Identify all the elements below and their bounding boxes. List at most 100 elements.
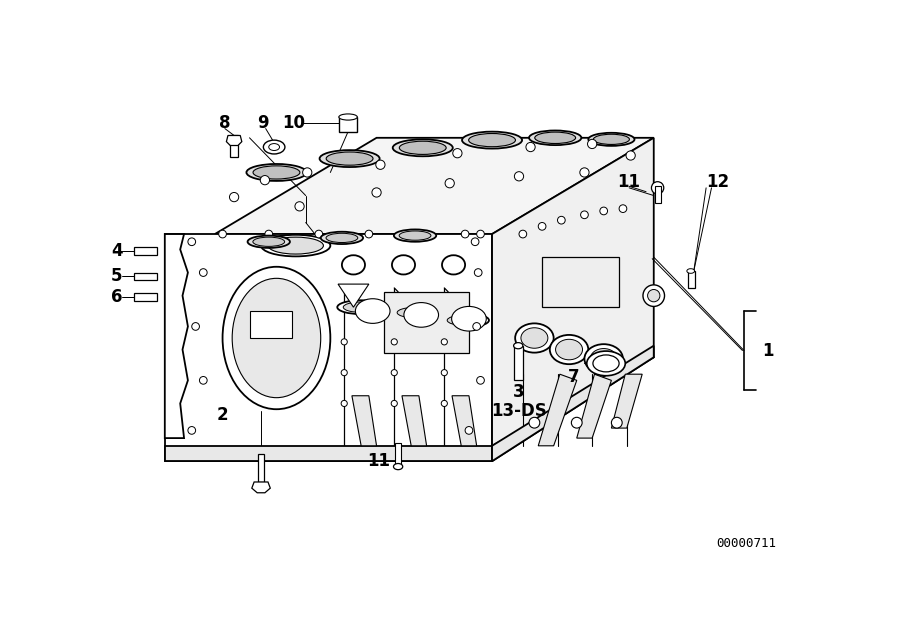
Circle shape <box>461 231 469 238</box>
Ellipse shape <box>555 339 582 360</box>
Circle shape <box>580 211 589 218</box>
Ellipse shape <box>269 144 280 150</box>
Circle shape <box>515 171 524 181</box>
Polygon shape <box>165 446 492 461</box>
Circle shape <box>341 370 347 376</box>
Circle shape <box>392 370 397 376</box>
Ellipse shape <box>253 166 300 179</box>
Polygon shape <box>402 396 427 446</box>
Ellipse shape <box>469 133 516 147</box>
Bar <box>542 257 619 307</box>
Ellipse shape <box>584 344 623 373</box>
Circle shape <box>599 207 608 215</box>
Circle shape <box>392 338 397 345</box>
Bar <box>134 247 158 255</box>
Polygon shape <box>338 284 369 307</box>
Bar <box>249 311 292 338</box>
Circle shape <box>265 231 273 238</box>
Circle shape <box>188 427 195 434</box>
Ellipse shape <box>397 307 433 318</box>
Circle shape <box>230 192 238 202</box>
Ellipse shape <box>442 255 465 274</box>
Ellipse shape <box>343 302 379 312</box>
Ellipse shape <box>529 130 581 145</box>
Ellipse shape <box>550 335 589 364</box>
Ellipse shape <box>589 133 634 146</box>
Circle shape <box>652 182 664 194</box>
Bar <box>514 345 523 380</box>
Polygon shape <box>577 374 611 438</box>
Polygon shape <box>352 396 376 446</box>
Circle shape <box>315 231 323 238</box>
Bar <box>384 292 469 354</box>
Ellipse shape <box>452 307 486 331</box>
Circle shape <box>446 178 454 188</box>
Circle shape <box>295 202 304 211</box>
Ellipse shape <box>535 132 576 144</box>
Circle shape <box>465 427 472 434</box>
Circle shape <box>626 151 635 160</box>
Ellipse shape <box>392 305 439 319</box>
Ellipse shape <box>687 269 695 273</box>
Circle shape <box>648 290 660 302</box>
Ellipse shape <box>400 141 446 154</box>
Text: 10: 10 <box>283 114 306 132</box>
Circle shape <box>619 205 626 213</box>
Text: 6: 6 <box>111 288 122 306</box>
Circle shape <box>200 377 207 384</box>
Polygon shape <box>252 482 270 493</box>
Text: 1: 1 <box>762 342 774 359</box>
Ellipse shape <box>222 267 330 409</box>
Circle shape <box>372 188 382 197</box>
Circle shape <box>415 231 423 238</box>
Bar <box>134 272 158 280</box>
Ellipse shape <box>320 232 363 244</box>
Ellipse shape <box>342 255 365 274</box>
Bar <box>258 453 264 482</box>
Ellipse shape <box>268 237 323 254</box>
Ellipse shape <box>232 278 320 398</box>
Circle shape <box>192 323 200 330</box>
Bar <box>134 293 158 301</box>
Text: 9: 9 <box>256 114 268 132</box>
Bar <box>688 271 696 288</box>
Circle shape <box>538 222 546 231</box>
Circle shape <box>572 417 582 428</box>
Text: 00000711: 00000711 <box>716 537 776 550</box>
Ellipse shape <box>247 164 307 181</box>
Ellipse shape <box>394 229 436 242</box>
Circle shape <box>472 323 481 330</box>
Polygon shape <box>538 374 577 446</box>
Text: 8: 8 <box>219 114 230 132</box>
Ellipse shape <box>326 233 358 243</box>
Circle shape <box>188 238 195 246</box>
Bar <box>230 135 238 157</box>
Ellipse shape <box>326 152 373 165</box>
Ellipse shape <box>521 328 548 348</box>
Circle shape <box>472 238 479 246</box>
Ellipse shape <box>248 236 290 248</box>
Circle shape <box>557 217 565 224</box>
Circle shape <box>580 168 590 177</box>
Circle shape <box>441 338 447 345</box>
Ellipse shape <box>264 140 285 154</box>
Circle shape <box>477 231 484 238</box>
Ellipse shape <box>392 255 415 274</box>
Ellipse shape <box>261 235 330 257</box>
Ellipse shape <box>462 131 522 149</box>
Circle shape <box>588 139 597 149</box>
Ellipse shape <box>514 343 523 349</box>
Circle shape <box>200 269 207 276</box>
Circle shape <box>643 285 664 307</box>
Polygon shape <box>227 135 242 145</box>
Circle shape <box>365 231 373 238</box>
Polygon shape <box>611 374 643 428</box>
Bar <box>338 117 357 131</box>
Polygon shape <box>215 138 653 234</box>
Text: 5: 5 <box>111 267 122 285</box>
Circle shape <box>453 149 462 158</box>
Text: 11: 11 <box>617 173 641 190</box>
Ellipse shape <box>515 323 554 352</box>
Ellipse shape <box>441 313 489 327</box>
Circle shape <box>219 231 227 238</box>
